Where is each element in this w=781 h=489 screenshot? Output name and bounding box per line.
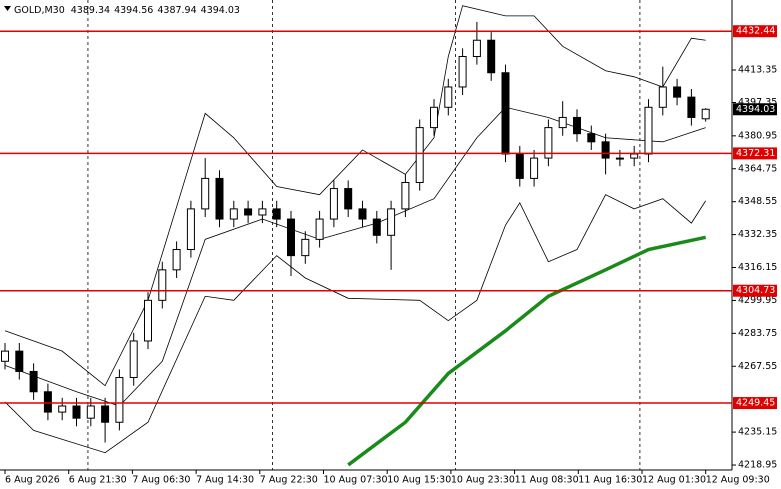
candle-body bbox=[558, 116, 567, 129]
x-tick-label: 7 Aug 06:30 bbox=[132, 475, 190, 486]
y-tick-label: 4397.35 bbox=[738, 97, 777, 108]
candle-body bbox=[687, 96, 696, 118]
x-tick-label: 10 Aug 23:30 bbox=[451, 475, 515, 486]
x-tick-label: 7 Aug 22:30 bbox=[260, 475, 318, 486]
level-label: 4372.31 bbox=[736, 148, 775, 159]
candle-body bbox=[186, 208, 195, 251]
candle-body bbox=[601, 141, 610, 159]
candle-body bbox=[673, 86, 682, 98]
candle-body bbox=[301, 238, 310, 257]
symbol-menu-icon[interactable] bbox=[4, 6, 11, 11]
candle-body bbox=[415, 127, 424, 183]
candle-body bbox=[158, 269, 167, 301]
x-tick-label: 7 Aug 14:30 bbox=[196, 475, 254, 486]
candle-body bbox=[515, 153, 524, 179]
candle-body bbox=[1, 350, 10, 362]
candle-body bbox=[501, 72, 510, 155]
level-label-bg bbox=[733, 284, 777, 297]
candle-body bbox=[644, 106, 653, 155]
candle-body bbox=[387, 208, 396, 236]
candle-body bbox=[215, 177, 224, 220]
y-tick-label: 4332.35 bbox=[738, 229, 777, 240]
candle-body bbox=[701, 108, 710, 120]
candle-body bbox=[86, 405, 95, 419]
level-label-bg bbox=[733, 147, 777, 160]
y-tick-label: 4235.15 bbox=[738, 427, 777, 438]
level-label: 4432.44 bbox=[736, 26, 775, 37]
candle-body bbox=[544, 127, 553, 159]
candle-body bbox=[129, 340, 138, 379]
candle-body bbox=[444, 86, 453, 108]
candle-body bbox=[15, 350, 24, 372]
candle-body bbox=[144, 299, 153, 342]
candle-body bbox=[229, 208, 238, 220]
low-value: 4387.94 bbox=[157, 5, 196, 16]
candle-body bbox=[587, 133, 596, 143]
y-tick-label: 4316.15 bbox=[738, 262, 777, 273]
symbol: GOLD,M30 bbox=[14, 5, 65, 16]
x-tick-label: 12 Aug 09:30 bbox=[706, 475, 770, 486]
y-tick-label: 4364.75 bbox=[738, 163, 777, 174]
level-label-bg bbox=[733, 25, 777, 38]
level-label: 4249.45 bbox=[736, 398, 775, 409]
candle-body bbox=[115, 377, 124, 423]
candle-body bbox=[429, 106, 438, 129]
candle-body bbox=[344, 188, 353, 210]
indicator-line bbox=[347, 235, 707, 467]
y-tick-label: 4348.55 bbox=[738, 196, 777, 207]
y-tick-label: 4299.95 bbox=[738, 295, 777, 306]
x-tick-label: 6 Aug 2026 bbox=[5, 475, 60, 486]
candle-body bbox=[401, 181, 410, 210]
price-label-bg bbox=[733, 103, 777, 116]
y-tick-label: 4283.75 bbox=[738, 328, 777, 339]
x-tick-label: 11 Aug 08:30 bbox=[515, 475, 579, 486]
y-tick-label: 4380.95 bbox=[738, 130, 777, 141]
candle-body bbox=[101, 405, 110, 423]
candle-body bbox=[472, 39, 481, 57]
candle-body bbox=[572, 116, 581, 135]
x-tick-label: 12 Aug 01:30 bbox=[642, 475, 706, 486]
candle-body bbox=[615, 157, 624, 160]
candle-body bbox=[58, 405, 67, 413]
high-value: 4394.56 bbox=[114, 5, 153, 16]
candle-body bbox=[72, 405, 81, 419]
y-tick-label: 4413.35 bbox=[738, 65, 777, 76]
candle-body bbox=[458, 55, 467, 88]
level-label-bg bbox=[733, 397, 777, 410]
candle-body bbox=[29, 370, 38, 393]
candle-body bbox=[258, 208, 267, 216]
indicator-line bbox=[4, 5, 706, 387]
y-tick-label: 4218.95 bbox=[738, 460, 777, 471]
candle-body bbox=[172, 249, 181, 271]
indicator-line bbox=[4, 194, 707, 454]
candle-body bbox=[329, 188, 338, 220]
x-tick-label: 10 Aug 15:30 bbox=[387, 475, 451, 486]
level-label: 4304.73 bbox=[736, 285, 775, 296]
open-value: 4389.34 bbox=[71, 5, 110, 16]
price-label: 4394.03 bbox=[736, 104, 775, 115]
y-tick-label: 4267.55 bbox=[738, 361, 777, 372]
candle-body bbox=[372, 218, 381, 236]
candle-body bbox=[487, 39, 496, 74]
candle-body bbox=[358, 208, 367, 220]
candle-body bbox=[201, 177, 210, 210]
candle-body bbox=[630, 153, 639, 159]
x-tick-label: 11 Aug 16:30 bbox=[578, 475, 642, 486]
candle-body bbox=[530, 157, 539, 179]
candle-body bbox=[272, 208, 281, 220]
candle-body bbox=[43, 391, 52, 413]
x-tick-label: 10 Aug 07:30 bbox=[323, 475, 387, 486]
candle-body bbox=[315, 218, 324, 240]
candle-body bbox=[286, 218, 295, 257]
x-tick-label: 6 Aug 21:30 bbox=[69, 475, 127, 486]
header: GOLD,M30 4389.34 4394.56 4387.94 4394.03 bbox=[14, 5, 240, 16]
close-value: 4394.03 bbox=[201, 5, 240, 16]
candle-body bbox=[244, 208, 253, 216]
candle-body bbox=[658, 86, 667, 108]
